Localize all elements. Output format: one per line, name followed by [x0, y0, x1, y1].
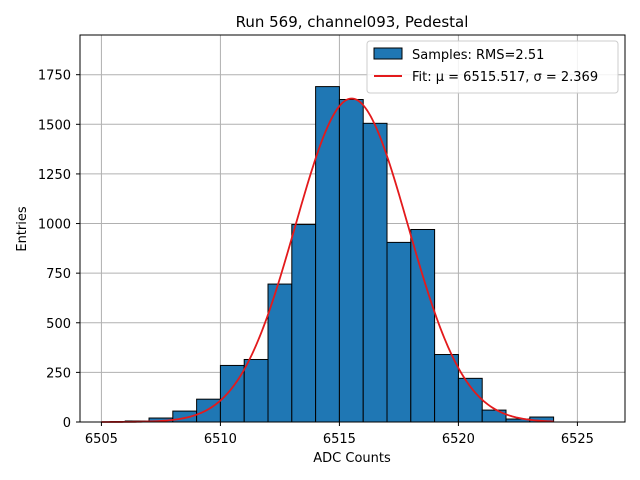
histogram-bar	[362, 122, 388, 423]
histogram-bar	[291, 224, 317, 423]
histogram-bar	[243, 358, 269, 423]
histogram-bar	[434, 354, 459, 423]
legend-fit-label: Fit: μ = 6515.517, σ = 2.369	[412, 70, 598, 85]
x-axis-ticks: 6505 6510 6515 6520 6525	[85, 422, 594, 447]
y-axis-title: Entries	[15, 206, 30, 252]
x-tick-label: 6505	[85, 432, 118, 447]
plot-frame	[79, 34, 626, 423]
histogram-bar	[386, 241, 412, 423]
legend-samples-label: Samples: RMS=2.51	[412, 48, 544, 63]
y-tick-label: 1250	[38, 168, 71, 183]
x-tick-label: 6525	[561, 432, 594, 447]
x-axis-title: ADC Counts	[313, 451, 391, 466]
histogram-bar	[315, 86, 340, 423]
fit-curve-group	[101, 97, 554, 423]
histogram-bar	[410, 228, 436, 423]
x-tick-label: 6510	[204, 432, 237, 447]
legend-samples-swatch	[373, 47, 403, 60]
legend: Samples: RMS=2.51 Fit: μ = 6515.517, σ =…	[366, 40, 619, 94]
legend-box	[366, 40, 619, 94]
fit-curve	[101, 97, 554, 423]
y-tick-label: 250	[46, 366, 71, 381]
y-tick-label: 500	[46, 317, 71, 332]
x-tick-label: 6515	[323, 432, 356, 447]
histogram-bar	[481, 409, 507, 423]
histogram-bar	[338, 99, 364, 423]
y-tick-label: 1000	[38, 218, 71, 233]
y-tick-label: 1500	[38, 118, 71, 133]
y-axis-ticks: 0 250 500 750 1000 1250 1500 1750	[38, 69, 80, 431]
y-tick-label: 750	[46, 267, 71, 282]
histogram-bar	[457, 377, 483, 423]
x-tick-label: 6520	[442, 432, 475, 447]
y-tick-label: 1750	[38, 69, 71, 84]
y-tick-label: 0	[63, 416, 71, 431]
chart-title: Run 569, channel093, Pedestal	[236, 13, 469, 31]
